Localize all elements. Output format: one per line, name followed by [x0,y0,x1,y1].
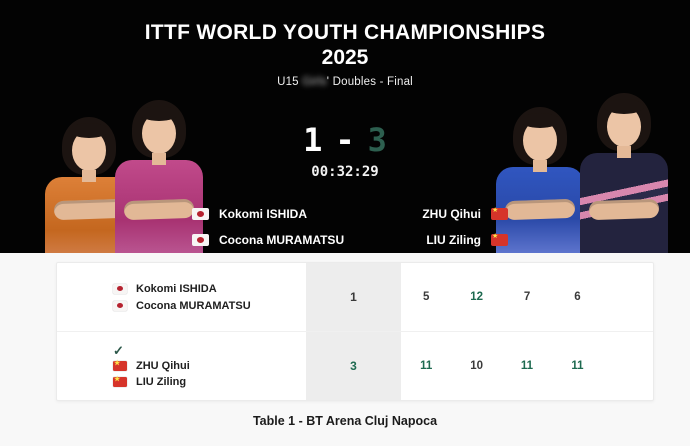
players-row-1: Kokomi ISHIDA ZHU Qihui [192,205,508,223]
away-sets-score: 3 [367,121,387,159]
team-cell: ✓ ZHU Qihui LIU Ziling [57,332,306,400]
event-subtitle: U15 Girls' Doubles - Final [0,76,690,88]
scorecard-row-away: ✓ ZHU Qihui LIU Ziling 3 11 10 11 [57,332,653,400]
score-separator: - [335,121,355,159]
game-score [603,263,653,331]
game-score: 10 [470,360,483,372]
player-name: Kokomi ISHIDA [136,282,217,295]
player-head [513,107,567,172]
player-name: Cocona MURAMATSU [136,299,251,312]
game-score: 12 [470,291,483,303]
scorecard-row-home: Kokomi ISHIDA Cocona MURAMATSU 1 5 12 7 … [57,263,653,332]
game-score: 11 [571,360,584,372]
player-head [62,117,116,182]
away-player-1: ZHU Qihui [422,206,508,221]
home-player-1: Kokomi ISHIDA [192,207,307,221]
china-flag-icon [491,232,508,246]
player-arms [123,198,195,221]
player-photo-home-2 [115,100,203,253]
team-player-line: LIU Ziling [113,375,306,388]
team-player-line: Kokomi ISHIDA [113,283,306,295]
china-flag-icon [491,206,508,220]
team-player-line: ZHU Qihui [113,359,306,372]
player-arms [504,198,576,221]
home-team-photo [30,0,210,253]
subtitle-prefix: U15 [277,76,303,89]
results-section: Kokomi ISHIDA Cocona MURAMATSU 1 5 12 7 … [0,253,690,446]
game-scores: 11 10 11 11 [401,332,653,400]
home-sets-score: 1 [303,121,323,159]
players-row-2: Cocona MURAMATSU LIU Ziling [192,231,508,249]
game-score [603,332,653,400]
match-scorecard: Kokomi ISHIDA Cocona MURAMATSU 1 5 12 7 … [56,262,654,401]
china-flag-icon [113,375,127,387]
match-timer: 00:32:29 [311,164,379,180]
winner-indicator: ✓ [113,342,306,358]
player-name: ZHU Qihui [422,207,481,221]
home-player-2: Cocona MURAMATSU [192,233,344,247]
player-photo-away-1 [496,107,584,253]
team-player-line: Cocona MURAMATSU [113,300,306,312]
china-flag-icon [113,359,127,371]
away-team-photo [488,0,670,253]
sets-won-cell: 3 [306,332,401,400]
game-scores: 5 12 7 6 [401,263,653,331]
event-title-year: 2025 [321,46,369,70]
player-name: ZHU Qihui [136,360,190,372]
game-score: 7 [523,291,531,303]
player-name: Kokomi ISHIDA [219,207,308,221]
subtitle-blurred-word: Girls [302,76,327,89]
player-arms [588,198,660,221]
japan-flag-icon [113,300,127,311]
japan-flag-icon [192,234,209,246]
player-name: LIU Ziling [136,376,187,388]
event-title: ITTF WORLD YOUTH CHAMPIONSHIPS 2025 U15 … [0,21,690,88]
player-head [132,100,186,165]
team-cell: Kokomi ISHIDA Cocona MURAMATSU [57,263,306,331]
game-score: 11 [520,360,534,372]
venue-caption: Table 1 - BT Arena Cluj Napoca [252,414,438,428]
match-score: 1 - 3 [0,124,690,156]
player-arms [53,198,125,221]
player-photo-away-2 [580,93,668,253]
players-strip: Kokomi ISHIDA ZHU Qihui Cocona MURAMATSU… [192,205,508,253]
away-player-2: LIU Ziling [426,232,508,247]
player-head [597,93,651,158]
event-title-line1: ITTF WORLD YOUTH CHAMPIONSHIPS [144,21,546,44]
game-score: 6 [574,291,581,303]
player-name: LIU Ziling [426,233,481,247]
game-score: 11 [420,360,433,372]
sets-won-cell: 1 [306,263,401,331]
japan-flag-icon [192,208,209,220]
player-name: Cocona MURAMATSU [219,233,345,247]
japan-flag-icon [113,283,127,294]
match-header: ITTF WORLD YOUTH CHAMPIONSHIPS 2025 U15 … [0,0,690,253]
winner-check-icon: ✓ [113,342,124,358]
game-score: 5 [423,291,430,303]
subtitle-suffix: ' Doubles - Final [326,76,413,89]
